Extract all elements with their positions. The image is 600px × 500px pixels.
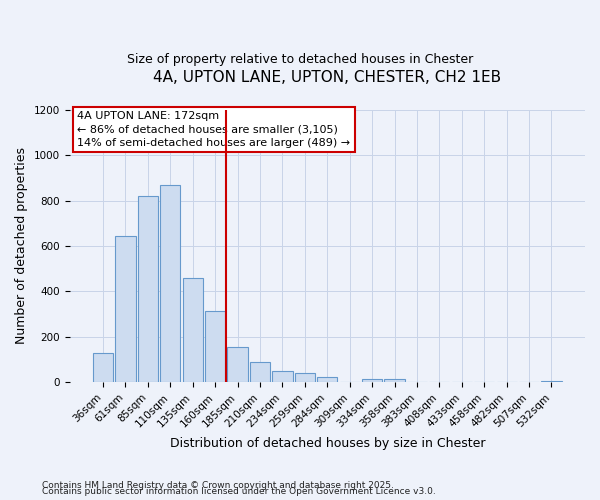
Bar [205, 310, 225, 382]
Bar [385, 380, 404, 382]
Bar [160, 184, 181, 382]
Title: 4A, UPTON LANE, UPTON, CHESTER, CH2 1EB: 4A, UPTON LANE, UPTON, CHESTER, CH2 1EB [153, 70, 502, 85]
Bar [115, 236, 136, 382]
Text: Size of property relative to detached houses in Chester: Size of property relative to detached ho… [127, 52, 473, 66]
Bar [250, 362, 270, 382]
Bar [295, 374, 315, 382]
Text: 4A UPTON LANE: 172sqm
← 86% of detached houses are smaller (3,105)
14% of semi-d: 4A UPTON LANE: 172sqm ← 86% of detached … [77, 111, 350, 148]
Bar [272, 370, 293, 382]
Bar [227, 347, 248, 382]
X-axis label: Distribution of detached houses by size in Chester: Distribution of detached houses by size … [170, 437, 485, 450]
Bar [182, 278, 203, 382]
Text: Contains HM Land Registry data © Crown copyright and database right 2025.: Contains HM Land Registry data © Crown c… [42, 481, 394, 490]
Bar [93, 352, 113, 382]
Bar [138, 196, 158, 382]
Bar [362, 378, 382, 382]
Text: Contains public sector information licensed under the Open Government Licence v3: Contains public sector information licen… [42, 488, 436, 496]
Y-axis label: Number of detached properties: Number of detached properties [15, 148, 28, 344]
Bar [317, 377, 337, 382]
Bar [541, 381, 562, 382]
